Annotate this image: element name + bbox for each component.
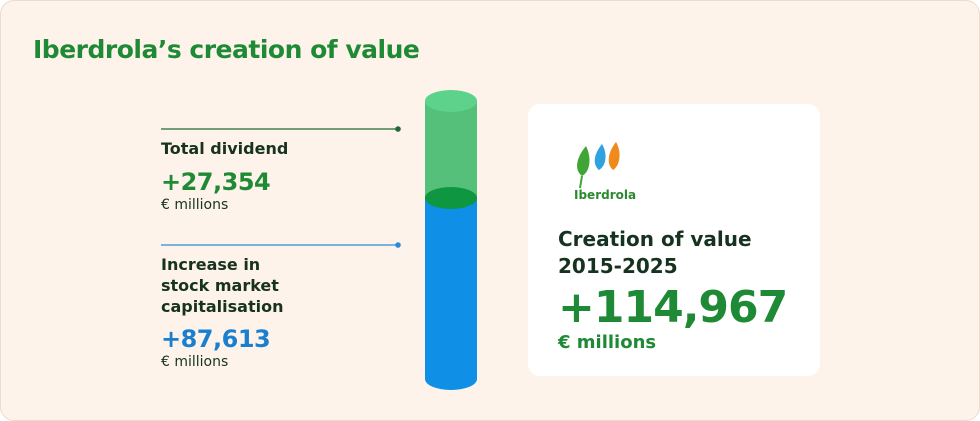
cylinder (425, 90, 477, 390)
summary-unit: € millions (558, 332, 657, 353)
title: Iberdrola’s creation of value (33, 35, 420, 64)
item-value: +27,354 (161, 168, 271, 196)
item-label: Total dividend (161, 139, 289, 158)
summary-title: Creation of value 2015-2025 (558, 227, 752, 278)
item-unit: € millions (161, 197, 229, 213)
connector-lines (161, 126, 401, 248)
logo-text: Iberdrola (574, 188, 637, 202)
summary-box: Iberdrola Creation of value 2015-2025 +1… (528, 104, 820, 376)
summary-value: +114,967 (558, 282, 788, 333)
item-label: Increase in stock market capitalisation (161, 255, 284, 316)
item-value: +87,613 (161, 325, 271, 353)
item-unit: € millions (161, 354, 229, 370)
logo-icon (577, 142, 620, 189)
